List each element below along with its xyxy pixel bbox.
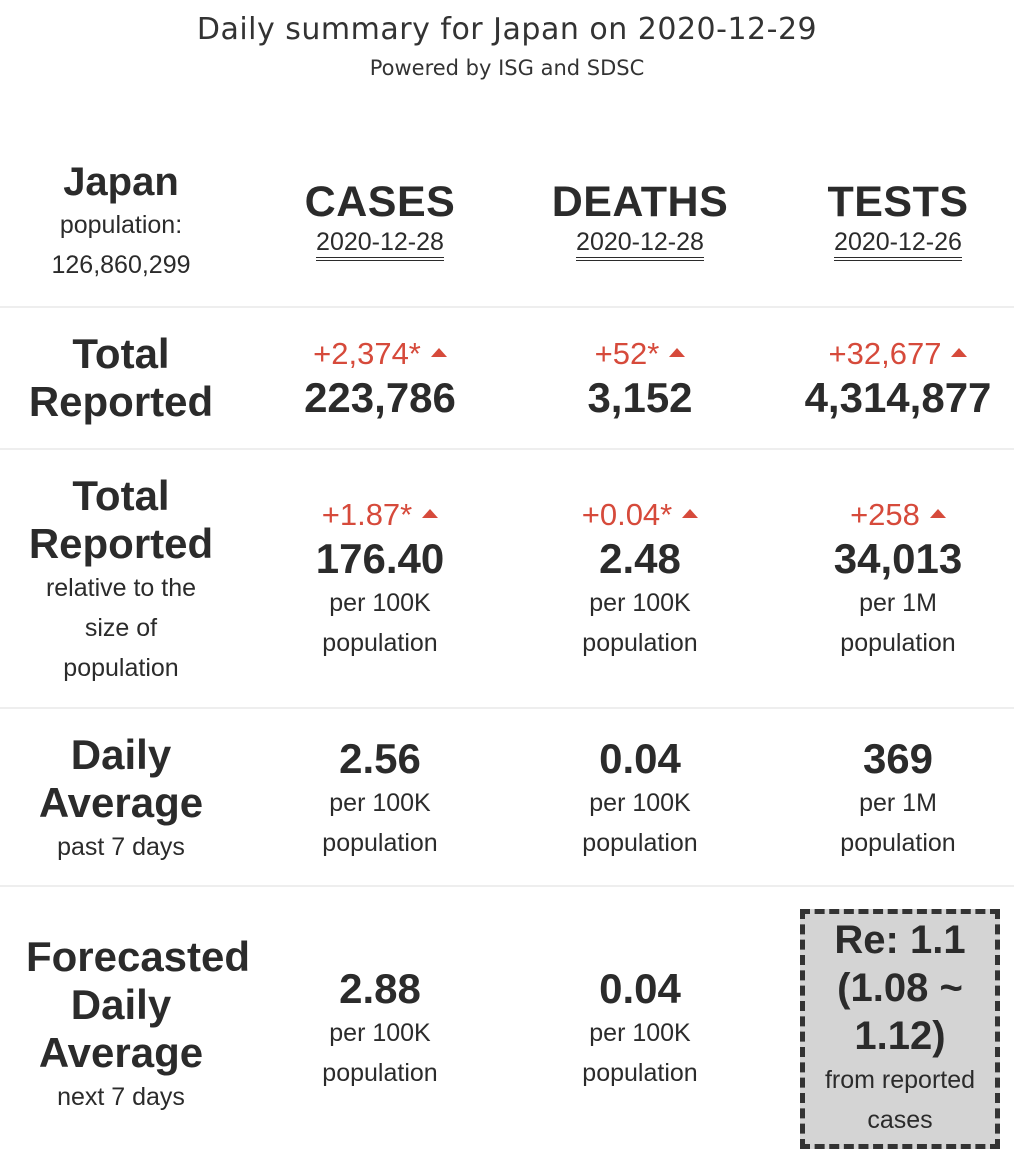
page-title: Daily summary for Japan on 2020-12-29 xyxy=(196,12,818,47)
column-deaths: DEATHS 2020-12-28 xyxy=(510,177,770,261)
row-total-reported: Total Reported +2,374* 223,786 +52* 3,15… xyxy=(0,308,1014,448)
tests-daily-cell: 369 per 1M population xyxy=(770,735,1014,863)
daily-value: 369 xyxy=(862,735,934,782)
re-source-line: from reported xyxy=(824,1066,976,1094)
row-sublabel-line: next 7 days xyxy=(57,1083,185,1111)
unit-line: population xyxy=(582,829,698,857)
increase-value: +258 xyxy=(770,495,1014,535)
row-label: Total Reported xyxy=(0,330,242,426)
unit-line: per 100K xyxy=(589,1019,691,1047)
triangle-up-icon xyxy=(682,509,699,519)
unit-line: per 100K xyxy=(329,589,431,617)
country-info: Japan population: 126,860,299 xyxy=(0,159,242,285)
daily-value: 0.04 xyxy=(599,735,681,782)
row-total-relative: Total Reported relative to the size of p… xyxy=(0,450,1014,706)
re-value: Re: 1.1 xyxy=(834,918,966,962)
row-divider xyxy=(0,306,1014,308)
triangle-up-icon xyxy=(929,509,946,519)
column-title: DEATHS xyxy=(551,178,729,226)
unit-line: per 100K xyxy=(329,1019,431,1047)
re-range-line: (1.08 ~ xyxy=(837,966,963,1010)
unit-line: population xyxy=(582,629,698,657)
re-source-line: cases xyxy=(867,1106,933,1134)
deaths-relative-cell: +0.04* 2.48 per 100K population xyxy=(510,495,770,663)
increase-value: +0.04* xyxy=(510,495,770,535)
row-label-line: Average xyxy=(38,779,204,826)
row-forecast: Forecasted Daily Average next 7 days 2.8… xyxy=(0,887,1014,1158)
triangle-up-icon xyxy=(951,348,968,358)
row-label-line: Total xyxy=(72,472,170,519)
page-subtitle: Powered by ISG and SDSC xyxy=(369,56,645,80)
triangle-up-icon xyxy=(669,348,686,358)
row-sublabel-line: relative to the xyxy=(45,574,197,602)
relative-value: 34,013 xyxy=(833,535,963,582)
row-label-line: Average xyxy=(38,1029,204,1076)
row-daily-average: Daily Average past 7 days 2.56 per 100K … xyxy=(0,709,1014,885)
unit-line: population xyxy=(582,1059,698,1087)
country-name: Japan xyxy=(63,160,179,204)
cases-total-cell: +2,374* 223,786 xyxy=(250,334,510,422)
column-tests: TESTS 2020-12-26 xyxy=(770,177,1014,261)
unit-line: population xyxy=(322,629,438,657)
row-label: Forecasted Daily Average next 7 days xyxy=(0,933,276,1117)
unit-line: population xyxy=(840,629,956,657)
column-date-link[interactable]: 2020-12-26 xyxy=(834,227,962,261)
row-label-line: Reported xyxy=(28,520,214,567)
cases-forecast-cell: 2.88 per 100K population xyxy=(250,965,510,1093)
population-label: population: xyxy=(59,211,183,239)
relative-value: 176.40 xyxy=(315,535,445,582)
total-value: 3,152 xyxy=(587,374,693,421)
column-date-link[interactable]: 2020-12-28 xyxy=(316,227,444,261)
unit-line: population xyxy=(322,829,438,857)
tests-total-cell: +32,677 4,314,877 xyxy=(770,334,1014,422)
total-value: 223,786 xyxy=(304,374,456,421)
row-sublabel-line: population xyxy=(63,654,179,682)
deaths-total-cell: +52* 3,152 xyxy=(510,334,770,422)
triangle-up-icon xyxy=(430,348,447,358)
re-range-line: 1.12) xyxy=(854,1014,946,1058)
row-label-line: Daily xyxy=(70,981,172,1028)
tests-relative-cell: +258 34,013 per 1M population xyxy=(770,495,1014,663)
unit-line: per 100K xyxy=(589,589,691,617)
unit-line: per 100K xyxy=(329,789,431,817)
row-label-line: Forecasted xyxy=(25,933,251,980)
unit-line: population xyxy=(322,1059,438,1087)
increase-value: +2,374* xyxy=(250,334,510,374)
unit-line: per 100K xyxy=(589,789,691,817)
row-label-line: Daily xyxy=(70,731,172,778)
forecast-value: 2.88 xyxy=(339,965,421,1012)
forecast-value: 0.04 xyxy=(599,965,681,1012)
triangle-up-icon xyxy=(422,509,439,519)
row-divider xyxy=(0,885,1014,887)
row-divider xyxy=(0,448,1014,450)
row-sublabel-line: size of xyxy=(84,614,158,642)
increase-value: +52* xyxy=(510,334,770,374)
column-title: CASES xyxy=(304,178,456,226)
daily-value: 2.56 xyxy=(339,735,421,782)
relative-value: 2.48 xyxy=(599,535,681,582)
unit-line: population xyxy=(840,829,956,857)
population-value: 126,860,299 xyxy=(51,251,191,279)
row-divider xyxy=(0,707,1014,709)
unit-line: per 1M xyxy=(859,789,937,817)
total-value: 4,314,877 xyxy=(804,374,992,421)
reproduction-number-box: Re: 1.1 (1.08 ~ 1.12) from reported case… xyxy=(800,909,1000,1149)
increase-value: +1.87* xyxy=(250,495,510,535)
increase-value: +32,677 xyxy=(770,334,1014,374)
column-title: TESTS xyxy=(827,178,969,226)
column-date-link[interactable]: 2020-12-28 xyxy=(576,227,704,261)
deaths-daily-cell: 0.04 per 100K population xyxy=(510,735,770,863)
deaths-forecast-cell: 0.04 per 100K population xyxy=(510,965,770,1093)
column-header-row: Japan population: 126,860,299 CASES 2020… xyxy=(0,155,1014,305)
row-label: Daily Average past 7 days xyxy=(0,731,242,867)
row-label-line: Total xyxy=(72,330,170,377)
row-label-line: Reported xyxy=(28,378,214,425)
cases-relative-cell: +1.87* 176.40 per 100K population xyxy=(250,495,510,663)
row-label: Total Reported relative to the size of p… xyxy=(0,472,242,688)
column-cases: CASES 2020-12-28 xyxy=(250,177,510,261)
unit-line: per 1M xyxy=(859,589,937,617)
cases-daily-cell: 2.56 per 100K population xyxy=(250,735,510,863)
row-sublabel-line: past 7 days xyxy=(57,833,185,861)
